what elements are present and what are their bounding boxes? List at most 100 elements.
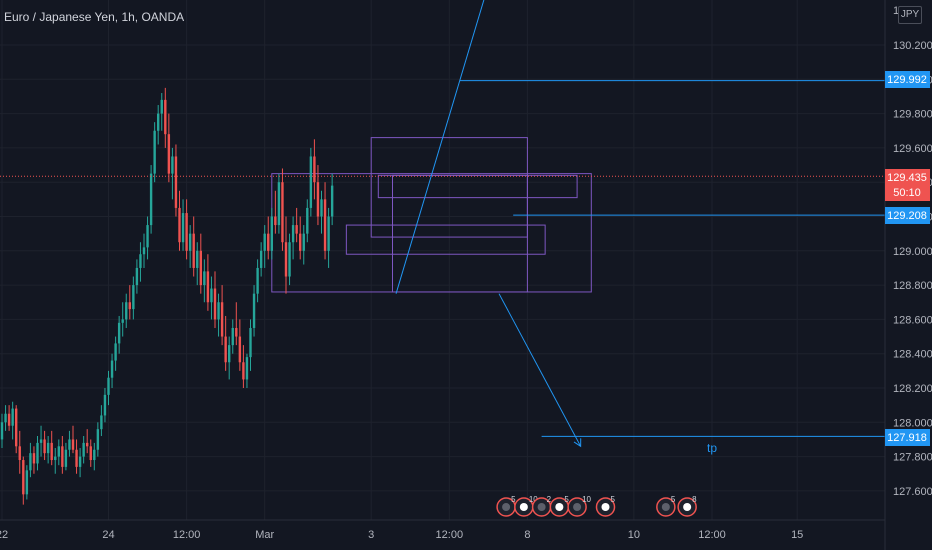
candle-body [128, 302, 131, 310]
candle-body [242, 362, 245, 380]
economic-event-icon[interactable]: 5 [656, 495, 676, 517]
candle-body [220, 302, 224, 337]
candle-body [71, 439, 75, 450]
upper-line-tag-bg [885, 71, 930, 88]
candle-body [22, 460, 25, 495]
candle-body [295, 225, 298, 234]
candle-body [132, 285, 135, 310]
candle-body [267, 233, 270, 251]
time-tick-label: 10 [628, 529, 640, 541]
event-count-badge: 5 [611, 495, 616, 504]
candle-body [146, 225, 149, 248]
candle-body [139, 254, 142, 268]
price-tags: 129.992 129.435 50:10 129.208 127.918 [885, 71, 930, 446]
candle-body [7, 413, 11, 426]
candle-body [213, 288, 217, 320]
candle-body [54, 456, 57, 461]
candle-body [149, 173, 153, 226]
economic-event-icon[interactable]: 5 [496, 495, 516, 517]
price-tick-label: 128.000 [893, 417, 932, 429]
event-dot-icon [661, 503, 670, 511]
lower-line-tag: 129.208 [887, 210, 927, 222]
trend-lines[interactable] [0, 0, 885, 448]
time-axis[interactable]: 22 24 12:00 Mar 3 12:00 8 10 12:00 15 [0, 519, 885, 541]
drawn-rectangle[interactable] [271, 173, 592, 293]
candle-body [121, 319, 124, 323]
candle-body [203, 271, 206, 286]
candle-body [82, 442, 85, 457]
candle-body [323, 199, 327, 251]
price-tick-label: 130.200 [893, 40, 932, 52]
candle-body [210, 288, 213, 303]
candle-body [217, 302, 220, 320]
candle-body [61, 446, 64, 467]
candle-body [299, 233, 302, 251]
candle-body [46, 442, 50, 454]
drawn-rectangle[interactable] [345, 224, 546, 255]
symbol-title[interactable]: Euro / Japanese Yen, 1h, OANDA [4, 10, 184, 24]
candle-countdown: 50:10 [893, 187, 921, 199]
interval[interactable]: 1h [121, 10, 135, 24]
candle-body [291, 225, 295, 243]
price-tick-label: 128.400 [893, 349, 932, 361]
drawn-rectangle[interactable] [377, 174, 578, 199]
event-count-badge: 5 [511, 495, 516, 504]
target-line-tag: 127.918 [887, 432, 927, 444]
candle-body [15, 408, 18, 447]
candle-body [164, 99, 167, 135]
economic-event-icon[interactable]: 10 [567, 495, 592, 517]
tp-arrow-line[interactable] [498, 293, 582, 447]
candle-body [281, 182, 284, 243]
symbol-name: Euro / Japanese Yen [4, 10, 115, 24]
current-price-tag: 129.435 [887, 172, 927, 184]
candle-body [306, 207, 309, 234]
candle-body [86, 442, 89, 447]
candle-body [18, 446, 21, 461]
candle-body [284, 242, 288, 277]
economic-event-icon[interactable]: 5 [549, 495, 569, 517]
tp-label: tp [707, 441, 717, 455]
candle-body [89, 446, 92, 461]
candle-body [50, 442, 53, 461]
candle-body [320, 199, 323, 217]
candle-body [25, 470, 29, 495]
candlesticks [0, 87, 334, 505]
currency-badge[interactable]: JPY [898, 6, 922, 24]
candle-body [330, 185, 334, 217]
candle-body [316, 182, 320, 217]
broker: OANDA [141, 10, 185, 24]
economic-event-icon[interactable]: 2 [531, 495, 552, 517]
time-tick-label: 12:00 [436, 529, 464, 541]
candle-body [309, 156, 313, 208]
trend-line[interactable] [395, 0, 488, 294]
event-dot-icon [555, 503, 564, 511]
candle-body [135, 267, 139, 286]
economic-event-icon[interactable]: 8 [677, 495, 697, 517]
candle-body [235, 327, 238, 337]
candle-body [103, 394, 107, 416]
candle-body [36, 442, 39, 464]
candle-body [245, 357, 249, 380]
price-tick-label: 128.600 [893, 314, 932, 326]
candle-body [206, 271, 210, 303]
candle-body [93, 449, 96, 461]
price-tick-label: 128.200 [893, 383, 932, 395]
event-count-badge: 5 [564, 495, 569, 504]
candle-body [167, 134, 171, 174]
event-dot-icon [573, 503, 582, 511]
price-tick-label: 129.600 [893, 143, 932, 155]
economic-event-icon[interactable]: 5 [595, 495, 616, 517]
candle-body [142, 247, 146, 255]
time-tick-label: Mar [255, 529, 274, 541]
lower-line-tag-bg [885, 207, 930, 224]
drawn-rectangle[interactable] [392, 174, 528, 293]
economic-events[interactable]: 5 10 2 5 10 5 5 8 [496, 495, 697, 517]
event-count-badge: 10 [582, 495, 591, 504]
price-tick-label: 128.800 [893, 280, 932, 292]
candle-body [57, 446, 60, 457]
candle-body [117, 322, 121, 344]
current-price-tag-bg [885, 169, 930, 201]
candle-body [64, 449, 68, 467]
candle-body [274, 216, 277, 226]
